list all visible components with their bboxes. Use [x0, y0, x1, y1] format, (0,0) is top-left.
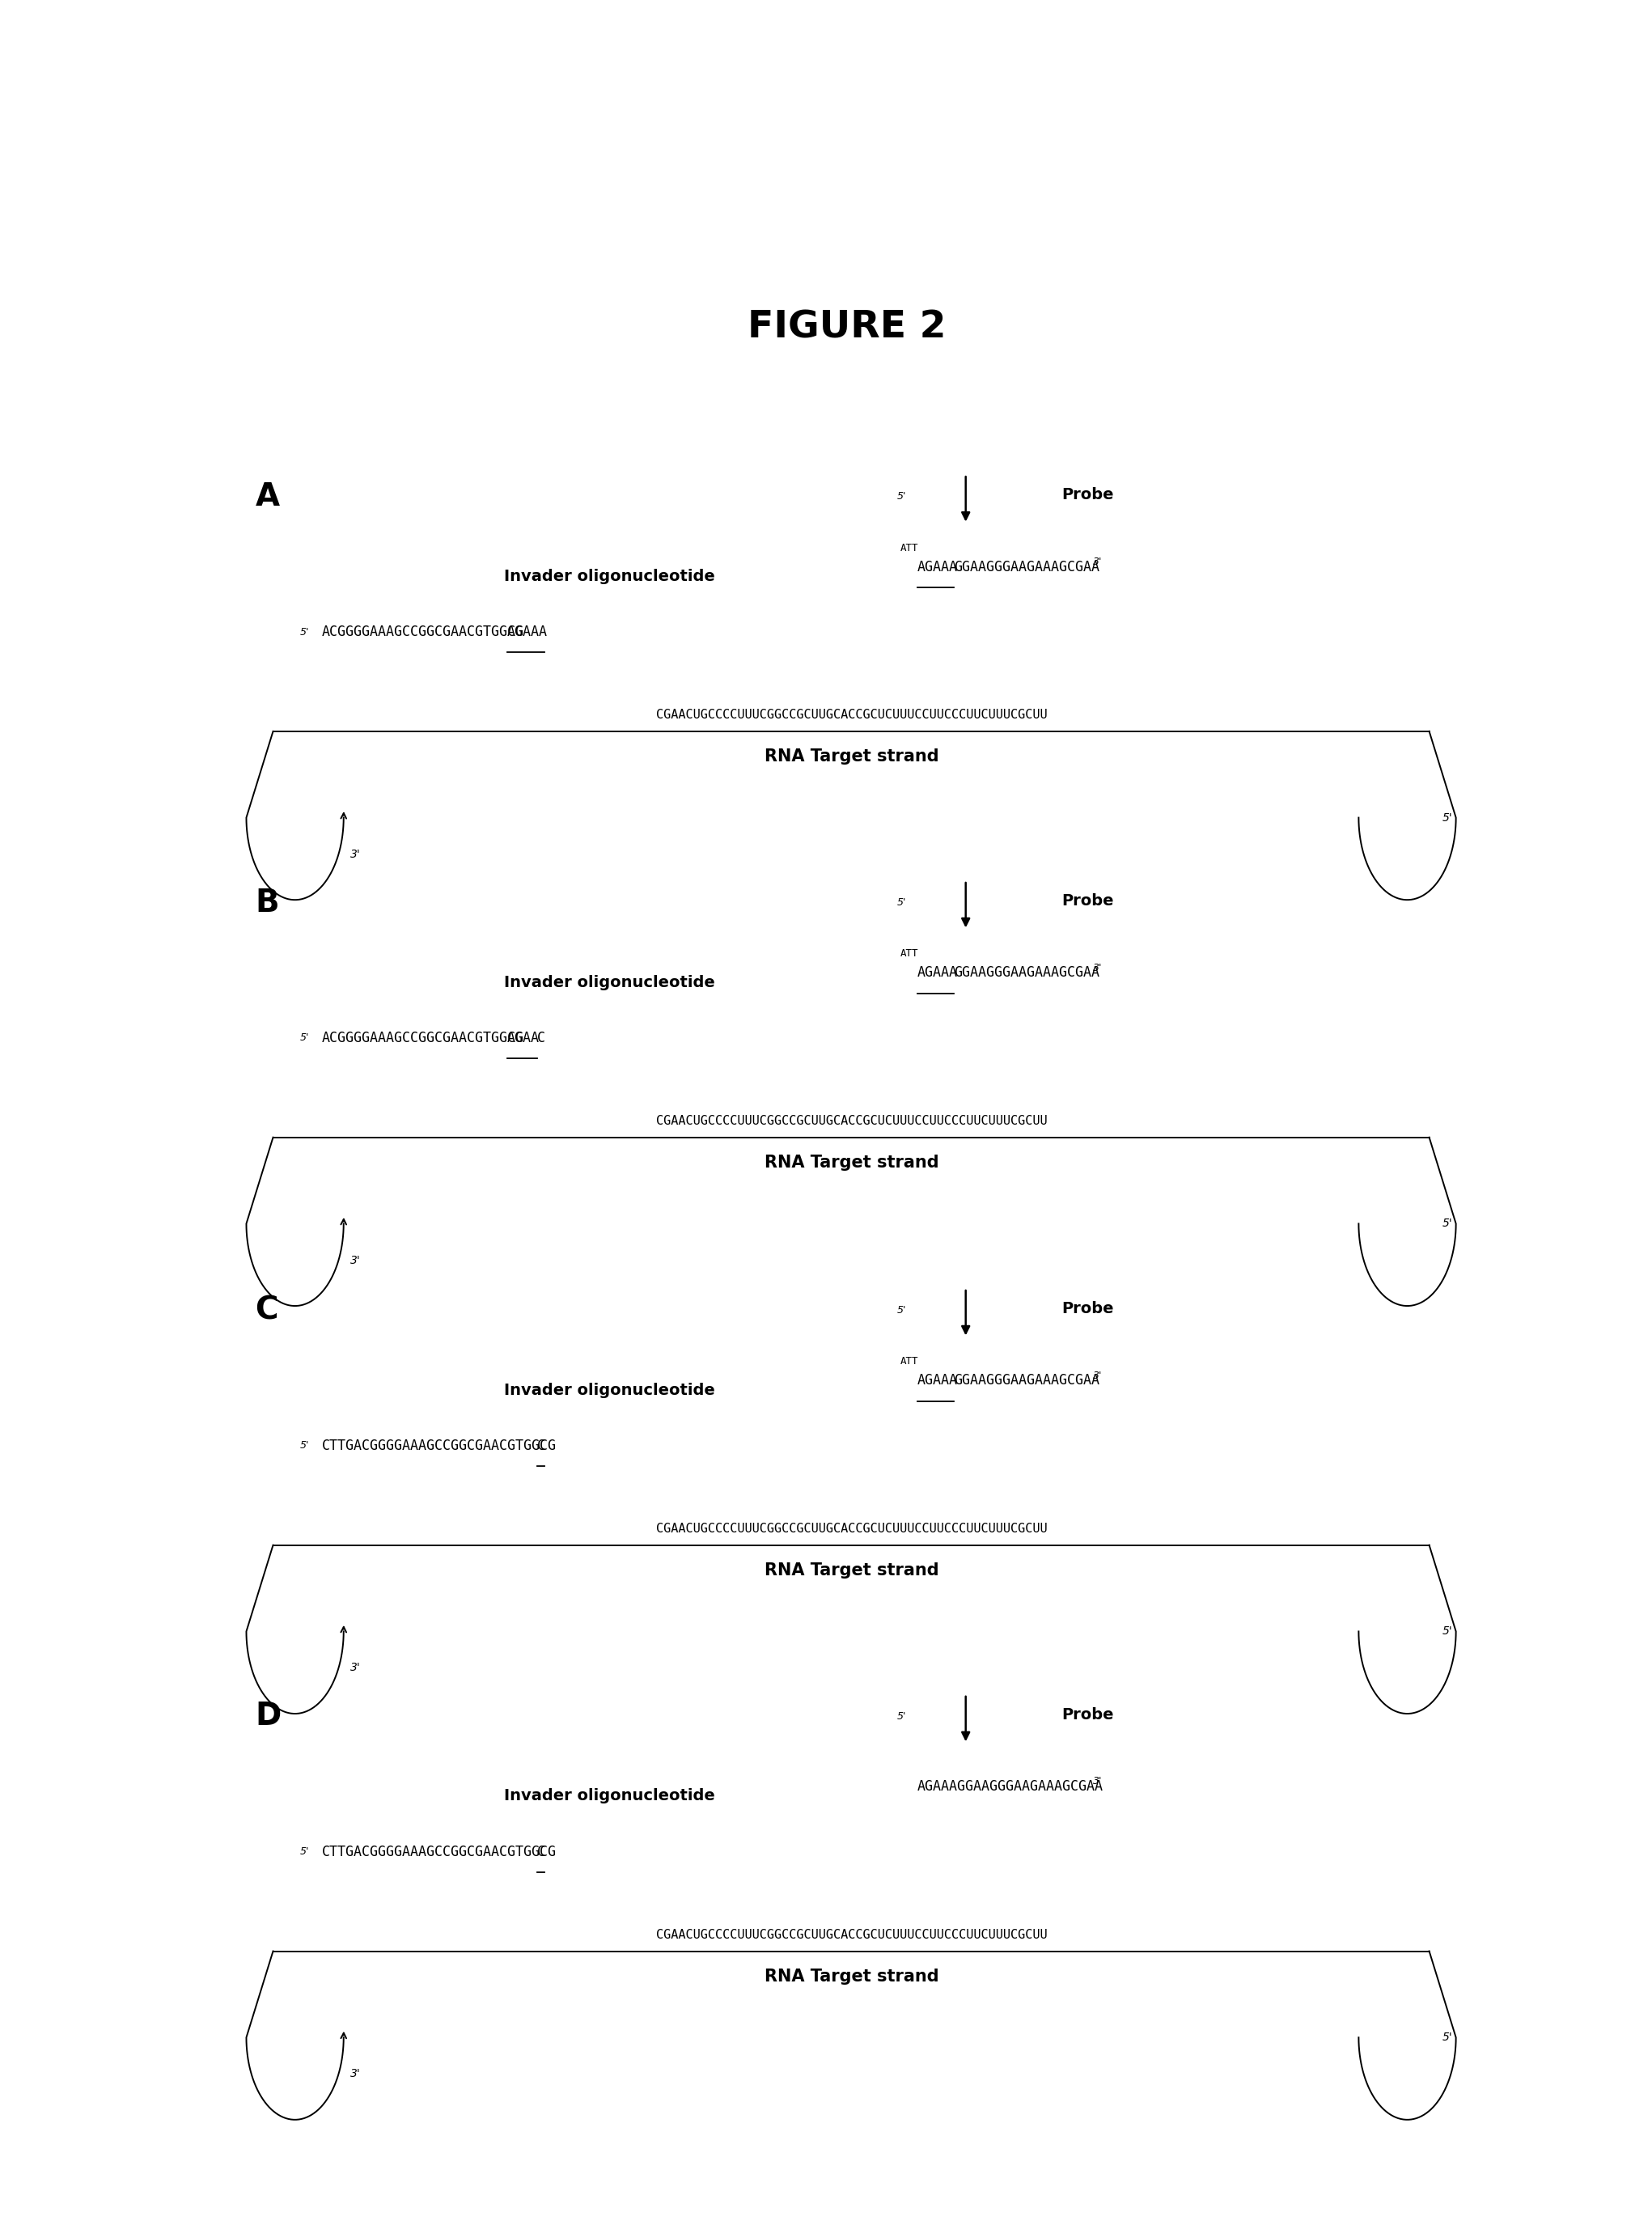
Text: Invader oligonucleotide: Invader oligonucleotide [504, 570, 715, 583]
Text: ATT: ATT [900, 1357, 919, 1366]
Text: RNA Target strand: RNA Target strand [765, 748, 938, 765]
Text: ATT: ATT [900, 543, 919, 554]
Text: 3': 3' [350, 1255, 360, 1266]
Text: CGAACUGCCCCUUUCGGCCGCUUGCACCGCUCUUUCCUUCCCUUCUUUCGCUU: CGAACUGCCCCUUUCGGCCGCUUGCACCGCUCUUUCCUUC… [656, 710, 1047, 721]
Text: 3': 3' [1094, 963, 1102, 972]
Text: 3': 3' [350, 848, 360, 859]
Text: CTTGACGGGGAAAGCCGGCGAACGTGGCG: CTTGACGGGGAAAGCCGGCGAACGTGGCG [322, 1437, 557, 1453]
Text: 5': 5' [1442, 1217, 1452, 1230]
Text: ACGGGGAAAGCCGGCGAACGTGGCG: ACGGGGAAAGCCGGCGAACGTGGCG [322, 1030, 524, 1046]
Text: AGAAA: AGAAA [917, 558, 958, 574]
Text: ACGGGGAAAGCCGGCGAACGTGGCG: ACGGGGAAAGCCGGCGAACGTGGCG [322, 625, 524, 639]
Text: RNA Target strand: RNA Target strand [765, 1562, 938, 1578]
Text: Probe: Probe [1062, 1707, 1113, 1722]
Text: AGAAA: AGAAA [917, 966, 958, 981]
Text: 3': 3' [1094, 1371, 1102, 1382]
Text: AGAA: AGAA [507, 1030, 540, 1046]
Text: CTTGACGGGGAAAGCCGGCGAACGTGGCG: CTTGACGGGGAAAGCCGGCGAACGTGGCG [322, 1845, 557, 1860]
Text: 5': 5' [299, 1440, 309, 1451]
Text: 5': 5' [1442, 812, 1452, 823]
Text: C: C [254, 1295, 278, 1326]
Text: 5': 5' [897, 897, 907, 908]
Text: GGAAGGGAAGAAAGCGAA: GGAAGGGAAGAAAGCGAA [955, 558, 1100, 574]
Text: RNA Target strand: RNA Target strand [765, 1155, 938, 1170]
Text: A: A [254, 481, 279, 512]
Text: AGAAA: AGAAA [507, 625, 548, 639]
Text: 5': 5' [299, 627, 309, 636]
Text: Probe: Probe [1062, 1302, 1113, 1317]
Text: RNA Target strand: RNA Target strand [765, 1969, 938, 1985]
Text: Invader oligonucleotide: Invader oligonucleotide [504, 1789, 715, 1804]
Text: 5': 5' [1442, 1626, 1452, 1638]
Text: C: C [537, 1030, 545, 1046]
Text: CGAACUGCCCCUUUCGGCCGCUUGCACCGCUCUUUCCUUCCCUUCUUUCGCUU: CGAACUGCCCCUUUCGGCCGCUUGCACCGCUCUUUCCUUC… [656, 1115, 1047, 1128]
Text: CGAACUGCCCCUUUCGGCCGCUUGCACCGCUCUUUCCUUCCCUUCUUUCGCUU: CGAACUGCCCCUUUCGGCCGCUUGCACCGCUCUUUCCUUC… [656, 1522, 1047, 1535]
Text: D: D [254, 1700, 281, 1731]
Text: 5': 5' [897, 1711, 907, 1722]
Text: C: C [537, 1845, 545, 1860]
Text: 5': 5' [299, 1847, 309, 1858]
Text: 5': 5' [897, 1306, 907, 1315]
Text: CGAACUGCCCCUUUCGGCCGCUUGCACCGCUCUUUCCUUCCCUUCUUUCGCUU: CGAACUGCCCCUUUCGGCCGCUUGCACCGCUCUUUCCUUC… [656, 1929, 1047, 1940]
Text: GGAAGGGAAGAAAGCGAA: GGAAGGGAAGAAAGCGAA [955, 1373, 1100, 1388]
Text: GGAAGGGAAGAAAGCGAA: GGAAGGGAAGAAAGCGAA [955, 966, 1100, 981]
Text: Invader oligonucleotide: Invader oligonucleotide [504, 975, 715, 990]
Text: 3': 3' [1094, 556, 1102, 567]
Text: 3': 3' [350, 1662, 360, 1673]
Text: B: B [254, 888, 279, 919]
Text: FIGURE 2: FIGURE 2 [747, 309, 947, 347]
Text: 3': 3' [350, 2069, 360, 2080]
Text: 3': 3' [1094, 1776, 1102, 1787]
Text: 5': 5' [1442, 2031, 1452, 2043]
Text: Probe: Probe [1062, 487, 1113, 503]
Text: C: C [537, 1437, 545, 1453]
Text: 5': 5' [897, 492, 907, 501]
Text: 5': 5' [299, 1032, 309, 1044]
Text: AGAAA: AGAAA [917, 1373, 958, 1388]
Text: ATT: ATT [900, 948, 919, 959]
Text: AGAAAGGAAGGGAAGAAAGCGAA: AGAAAGGAAGGGAAGAAAGCGAA [917, 1780, 1104, 1793]
Text: Probe: Probe [1062, 892, 1113, 908]
Text: Invader oligonucleotide: Invader oligonucleotide [504, 1382, 715, 1397]
